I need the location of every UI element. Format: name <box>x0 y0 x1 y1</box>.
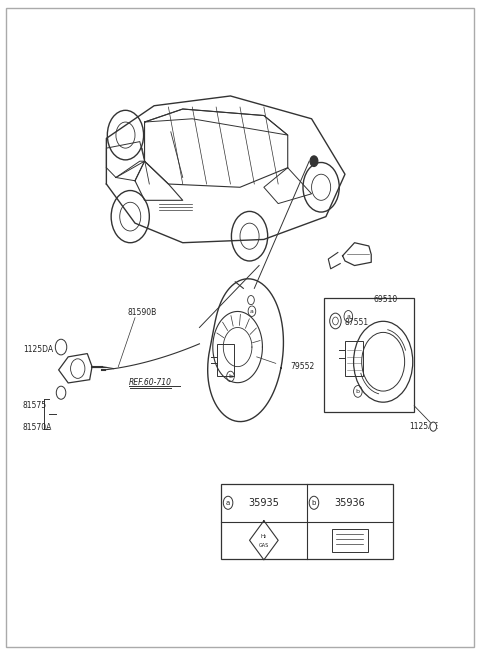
Text: a: a <box>250 309 254 314</box>
Circle shape <box>310 156 318 166</box>
Text: 81590B: 81590B <box>128 308 157 317</box>
Circle shape <box>430 422 437 431</box>
Text: 35935: 35935 <box>249 498 279 508</box>
Text: 87551: 87551 <box>344 318 368 327</box>
Text: 69510: 69510 <box>373 295 398 304</box>
Bar <box>221 484 393 559</box>
Text: 81570A: 81570A <box>23 422 52 432</box>
Text: 79552: 79552 <box>290 362 314 371</box>
Text: 81575: 81575 <box>23 402 47 410</box>
Text: H₂: H₂ <box>261 534 267 539</box>
Text: 1125DA: 1125DA <box>23 345 53 354</box>
Text: GAS: GAS <box>259 543 269 548</box>
Text: b: b <box>228 374 232 379</box>
Bar <box>345 341 363 377</box>
Text: b: b <box>312 500 316 506</box>
Text: REF.60-710: REF.60-710 <box>129 378 172 387</box>
Text: b: b <box>356 389 360 394</box>
Bar <box>324 298 414 412</box>
Bar <box>217 344 234 377</box>
Bar <box>332 529 368 552</box>
Text: a: a <box>226 500 230 506</box>
Text: 1125AE: 1125AE <box>409 422 439 431</box>
Circle shape <box>248 295 254 305</box>
Text: 35936: 35936 <box>335 498 365 508</box>
Text: a: a <box>347 314 350 319</box>
